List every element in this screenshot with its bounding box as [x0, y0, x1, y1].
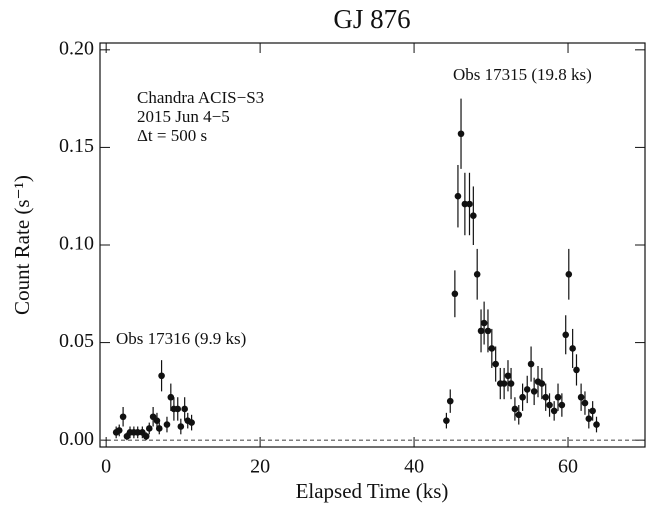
- data-point: [158, 372, 165, 380]
- data-point: [581, 399, 589, 407]
- annotation: Obs 17315 (19.8 ks): [453, 65, 592, 84]
- x-axis-label: Elapsed Time (ks): [296, 479, 449, 503]
- data-point: [523, 386, 531, 393]
- data-point: [457, 130, 465, 138]
- y-tick-label: 0.05: [59, 330, 94, 352]
- chart-title: GJ 876: [333, 4, 410, 34]
- annotation: Obs 17316 (9.9 ks): [116, 329, 246, 348]
- data-point: [550, 407, 558, 415]
- data-point: [504, 372, 512, 380]
- x-tick-label: 40: [404, 456, 424, 478]
- data-point: [500, 380, 508, 387]
- data-point: [519, 393, 526, 401]
- data-point: [554, 393, 562, 401]
- data-point: [492, 360, 499, 368]
- data-point: [115, 427, 123, 434]
- data-point: [565, 270, 573, 278]
- y-tick-label: 0.10: [59, 233, 94, 255]
- data-point: [477, 327, 485, 335]
- data-point: [542, 393, 549, 401]
- data-point: [511, 405, 519, 413]
- annotation: Δt = 500 s: [137, 126, 207, 145]
- annotation: Chandra ACIS−S3: [137, 88, 264, 107]
- data-point: [480, 319, 488, 327]
- data-point: [451, 290, 459, 298]
- data-point: [589, 407, 596, 415]
- data-point: [142, 432, 150, 440]
- x-tick-label: 20: [250, 456, 270, 478]
- data-point: [188, 419, 195, 426]
- data-point: [546, 401, 553, 409]
- data-point: [515, 411, 523, 419]
- data-point: [446, 397, 454, 405]
- data-point: [569, 345, 576, 352]
- data-point: [558, 401, 566, 409]
- data-point: [167, 393, 175, 401]
- data-point: [470, 212, 477, 220]
- data-point: [466, 200, 473, 208]
- data-point: [473, 270, 481, 278]
- x-tick-label: 60: [558, 456, 578, 478]
- data-point: [155, 425, 163, 432]
- data-point: [507, 380, 515, 387]
- data-point: [177, 423, 185, 430]
- data-point: [562, 331, 570, 339]
- data-point: [153, 417, 161, 424]
- data-point: [530, 388, 538, 395]
- data-point: [538, 380, 546, 387]
- data-point: [181, 405, 188, 413]
- data-point: [484, 327, 492, 335]
- data-point: [577, 393, 585, 401]
- y-tick-label: 0.00: [59, 428, 94, 450]
- data-point: [443, 417, 450, 424]
- data-point: [145, 425, 153, 432]
- x-tick-label: 0: [101, 456, 111, 478]
- data-point: [593, 421, 600, 428]
- data-point: [488, 345, 496, 352]
- data-point: [174, 405, 182, 413]
- data-point: [573, 366, 580, 374]
- data-point: [134, 429, 142, 436]
- data-point: [454, 192, 462, 200]
- data-point: [585, 415, 593, 423]
- data-point: [527, 360, 535, 368]
- y-tick-label: 0.20: [59, 37, 94, 59]
- y-axis-label: Count Rate (s⁻¹): [10, 175, 34, 315]
- data-point: [119, 413, 127, 421]
- data-point: [461, 200, 469, 208]
- annotation: 2015 Jun 4−5: [137, 107, 230, 126]
- y-tick-label: 0.15: [59, 135, 94, 157]
- data-point: [163, 421, 171, 428]
